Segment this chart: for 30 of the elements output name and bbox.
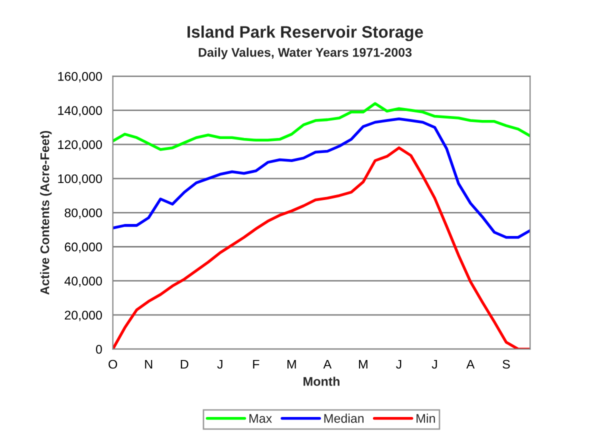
chart-title: Island Park Reservoir Storage bbox=[188, 26, 424, 42]
y-tick-label: 80,000 bbox=[64, 208, 102, 219]
y-tick-label: 100,000 bbox=[58, 174, 102, 185]
x-tick-label: J bbox=[396, 360, 402, 369]
x-tick-label: A bbox=[466, 360, 475, 369]
x-tick-label: O bbox=[108, 360, 118, 369]
x-tick-label: J bbox=[432, 360, 437, 369]
legend-label: Median bbox=[324, 414, 364, 423]
x-tick-label: S bbox=[502, 360, 510, 369]
y-tick-label: 40,000 bbox=[64, 276, 102, 287]
y-tick-label: 60,000 bbox=[64, 242, 102, 253]
x-tick-label: M bbox=[359, 360, 368, 369]
legend-label: Max bbox=[249, 414, 272, 423]
x-tick-label: A bbox=[323, 360, 332, 369]
y-axis-title: Active Contents (Acre-Feet) bbox=[40, 130, 52, 295]
legend-label: Min bbox=[416, 414, 435, 423]
x-axis-title: Month bbox=[304, 376, 340, 386]
line-series bbox=[112, 117, 530, 239]
y-tick-label: 120,000 bbox=[58, 140, 102, 151]
y-tick-label: 20,000 bbox=[64, 310, 102, 322]
y-tick-label: 160,000 bbox=[58, 72, 102, 82]
y-tick-label: 0 bbox=[96, 344, 102, 354]
chart-subtitle: Daily Values, Water Years 1971-2003 bbox=[198, 48, 412, 60]
x-tick-label: F bbox=[253, 360, 260, 369]
x-tick-label: J bbox=[217, 360, 222, 369]
y-tick-label: 140,000 bbox=[58, 106, 102, 116]
x-tick-label: N bbox=[145, 360, 152, 369]
line-series bbox=[112, 102, 530, 151]
x-tick-label: M bbox=[287, 360, 296, 369]
x-tick-label: D bbox=[180, 360, 188, 369]
